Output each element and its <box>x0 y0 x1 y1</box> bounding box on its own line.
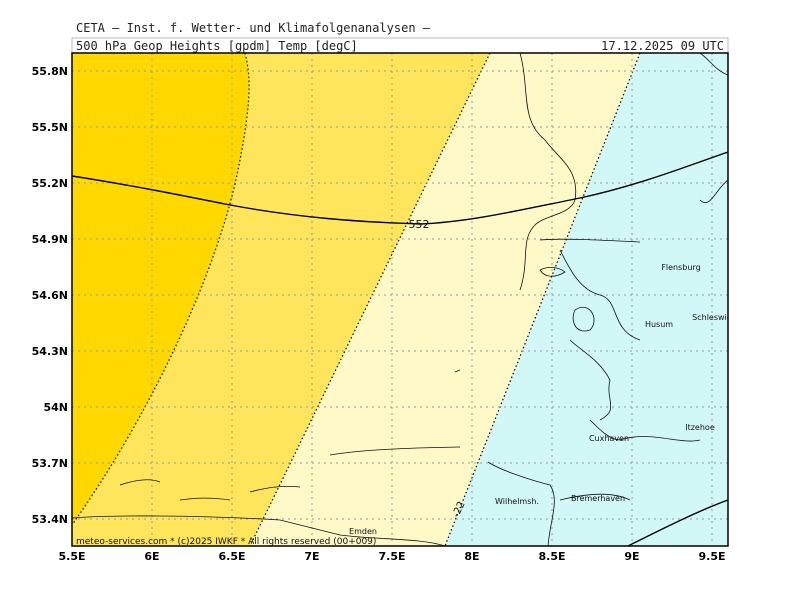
product-title: 500_hPa_Geop_Heights_[gpdm]_Temp_[degC] <box>76 39 358 53</box>
place-label: Bremerhaven <box>571 494 625 503</box>
footer: meteo-services.com * (c)2025 IWKF * All … <box>76 537 376 547</box>
lon-tick-label: 7E <box>304 550 319 563</box>
lon-tick-label: 9E <box>624 550 639 563</box>
coastline <box>72 53 728 546</box>
lat-tick-label: 54.9N <box>32 233 68 246</box>
lon-tick-label: 6.5E <box>218 550 245 563</box>
contour-label: 552 <box>409 218 430 231</box>
place-label: Cuxhaven <box>589 434 629 443</box>
place-label: Emden <box>349 527 377 536</box>
lat-tick-label: 55.8N <box>32 65 68 78</box>
lat-tick-label: 53.7N <box>32 457 68 470</box>
height-contour <box>72 151 728 225</box>
place-label: Husum <box>645 320 673 329</box>
lat-tick-label: 55.2N <box>32 177 68 190</box>
zone-warm <box>72 53 250 525</box>
place-label: Itzehoe <box>685 423 715 432</box>
institute: CETA — Inst. f. Wetter- und Klimafolgena… <box>76 21 431 35</box>
lat-tick-label: 55.5N <box>32 121 68 134</box>
place-label: Schleswig <box>692 313 732 322</box>
map-area: 552 -22 FlensburgHusumSchleswigItzehoeCu… <box>72 53 732 546</box>
lon-tick-label: 8E <box>464 550 479 563</box>
lat-tick-label: 54.6N <box>32 289 68 302</box>
map-frame <box>71 52 729 547</box>
lon-tick-label: 5.5E <box>58 550 85 563</box>
lat-tick-label: 53.4N <box>32 513 68 526</box>
lon-tick-label: 9.5E <box>698 550 725 563</box>
valid-time: 17.12.2025 09 UTC <box>601 39 724 53</box>
place-label: Flensburg <box>661 263 700 272</box>
isotherm <box>444 53 641 546</box>
isotherm <box>249 53 491 546</box>
lon-tick-label: 6E <box>144 550 159 563</box>
lon-tick-label: 7.5E <box>378 550 405 563</box>
height-contour <box>627 499 728 546</box>
place-label: Wilhelmsh. <box>495 497 539 506</box>
lat-tick-label: 54N <box>43 401 68 414</box>
isotherm <box>72 53 250 526</box>
lat-tick-label: 54.3N <box>32 345 68 358</box>
lon-tick-label: 8.5E <box>538 550 565 563</box>
